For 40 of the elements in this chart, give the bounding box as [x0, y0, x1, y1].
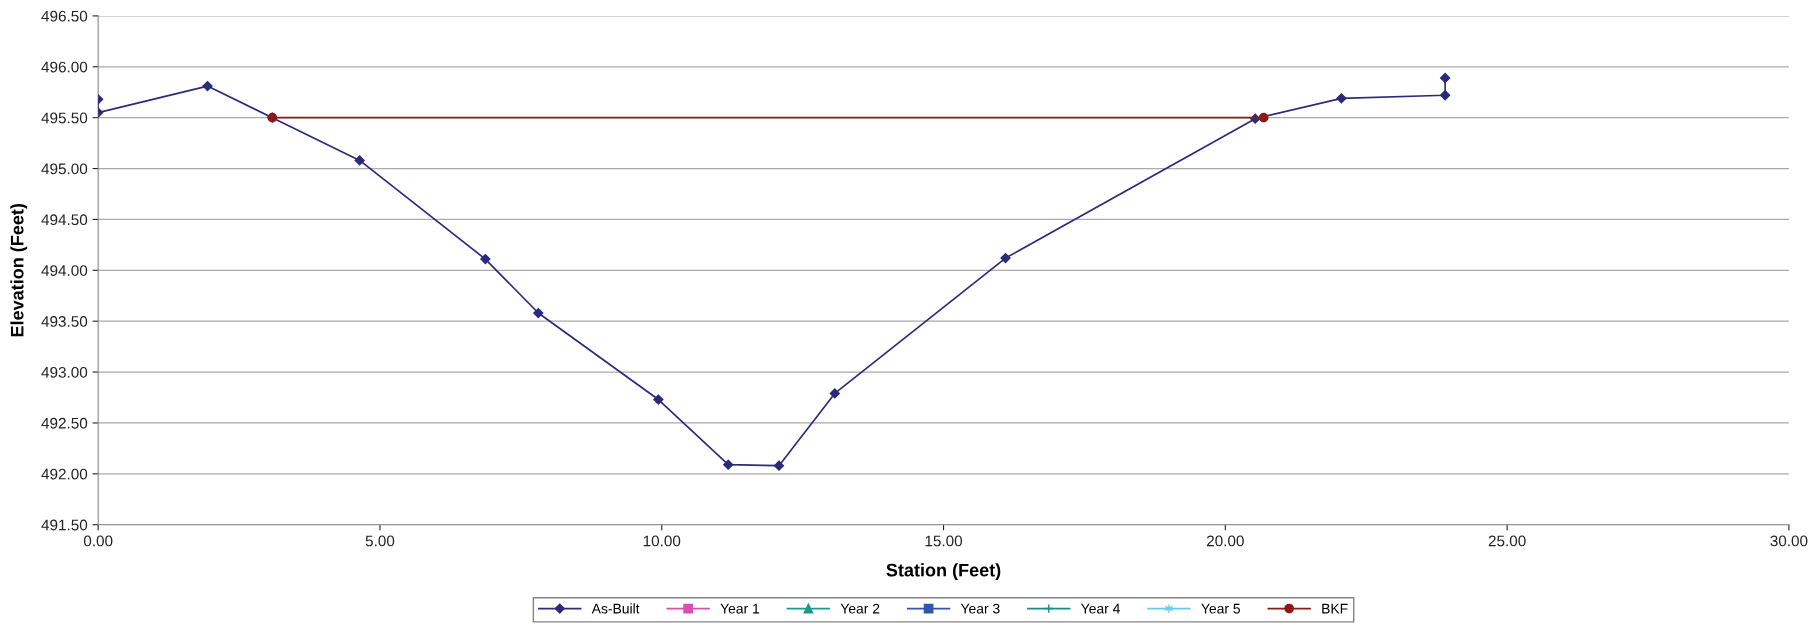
x-tick-label: 25.00 — [1488, 535, 1526, 547]
x-tick-label: 5.00 — [365, 535, 395, 547]
x-tick-label: 15.00 — [925, 535, 963, 547]
y-tick-label: 491.50 — [41, 519, 88, 531]
y-tick-label: 493.00 — [41, 366, 88, 378]
legend-label: Year 2 — [840, 603, 880, 614]
point — [480, 253, 491, 265]
y-tick-label: 495.00 — [41, 163, 88, 175]
legend-label: Year 3 — [960, 603, 1000, 614]
point — [1336, 93, 1347, 104]
point — [829, 388, 840, 399]
point — [773, 460, 785, 471]
point — [533, 307, 544, 319]
y-tick-label: 493.50 — [41, 316, 88, 327]
x-axis-title: Station (Feet) — [886, 563, 1001, 581]
point — [354, 155, 365, 166]
y-tick-label: 496.50 — [41, 10, 88, 22]
y-tick-label: 492.50 — [41, 417, 88, 429]
y-tick-label: 492.00 — [41, 468, 88, 480]
legend-label: As-Built — [591, 603, 640, 614]
point — [202, 81, 213, 92]
point — [1440, 72, 1451, 84]
y-tick-label: 495.50 — [41, 112, 88, 124]
point — [723, 459, 734, 470]
y-tick-label: 494.00 — [41, 265, 88, 276]
point — [1440, 90, 1451, 101]
legend-label: Year 5 — [1201, 603, 1241, 614]
legend-label: BKF — [1322, 603, 1348, 614]
y-tick-label: 494.50 — [41, 214, 88, 226]
x-tick-label: 30.00 — [1770, 535, 1808, 547]
legend-label: Year 4 — [1081, 603, 1120, 614]
y-tick-label: 496.00 — [41, 61, 88, 73]
x-tick-label: 0.00 — [83, 535, 113, 547]
x-tick-label: 20.00 — [1206, 535, 1244, 547]
point — [653, 394, 664, 405]
point — [1258, 112, 1269, 123]
point — [1000, 252, 1011, 264]
legend-label: Year 1 — [720, 603, 760, 614]
x-tick-label: 10.00 — [643, 535, 681, 547]
y-axis-title: Elevation (Feet) — [10, 203, 28, 337]
